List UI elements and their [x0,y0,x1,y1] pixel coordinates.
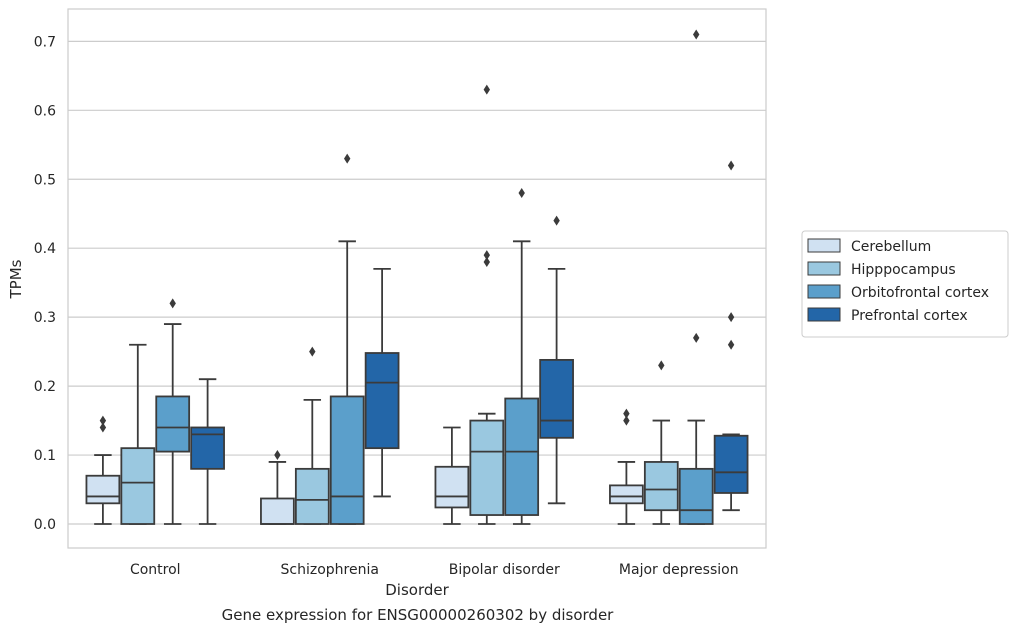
box-3-1 [643,360,679,525]
outlier-point [727,339,735,350]
gridlines [68,40,766,525]
legend-label: Hipppocampus [851,262,956,278]
legend-label: Orbitofrontal cortex [851,285,989,301]
y-tick-label: 0.4 [34,241,56,257]
box-body [643,461,679,512]
legend-swatch [807,238,841,253]
legend-swatch [807,284,841,299]
outlier-point [553,215,560,226]
box-0-0 [85,415,121,525]
box-body [434,465,470,509]
box-body [678,467,714,525]
x-tick-label: Bipolar disorder [449,562,560,578]
box-series [85,29,749,525]
box-0-2 [155,298,191,525]
outlier-point [727,160,735,171]
box-0-1 [120,343,156,525]
box-body [469,419,505,516]
box-body [155,395,191,453]
outlier-point [623,408,630,419]
box-body [85,474,121,505]
y-tick-label: 0.7 [34,34,56,50]
box-2-1 [469,84,505,525]
outlier-point [623,415,630,426]
y-tick-label: 0.1 [34,448,56,464]
box-body [294,467,330,525]
y-tick-label: 0.6 [34,103,56,119]
box-3-3 [713,160,749,512]
outlier-point [309,346,316,357]
outlier-point [169,298,176,309]
box-3-2 [678,29,714,525]
box-body [539,358,574,439]
outlier-point [727,312,735,323]
outlier-point [483,250,490,261]
box-1-3 [364,267,400,498]
y-axis-label: TPMs [7,259,25,299]
chart-caption: Gene expression for ENSG00000260302 by d… [221,606,614,624]
box-body [120,447,156,525]
plot-frame [67,8,767,549]
x-tick-label: Schizophrenia [281,562,379,578]
y-tick-label: 0.5 [34,172,56,188]
legend-swatch [807,261,841,276]
outlier-point [693,29,700,40]
x-tick-label: Major depression [619,562,739,578]
x-axis-ticks: Control Schizophrenia Bipolar disorder Majo… [130,562,739,578]
y-tick-label: 0.0 [34,517,56,533]
legend-label: Prefrontal cortex [851,308,968,324]
box-2-3 [539,215,574,505]
box-body [329,395,365,525]
box-body [609,484,644,505]
box-2-2 [504,188,540,525]
y-tick-label: 0.2 [34,379,56,395]
legend: Cerebellum Hipppocampus Orbitofrontal cort… [801,230,1009,338]
box-0-3 [190,378,225,525]
x-axis-label: Disorder [385,581,449,599]
outlier-point [344,153,351,164]
legend-swatch [807,307,841,322]
outlier-point [99,415,107,426]
outlier-point [658,360,665,371]
box-body [504,397,540,516]
box-1-0 [260,450,295,525]
box-3-0 [609,408,644,525]
legend-label: Cerebellum [851,239,931,255]
outlier-point [274,450,281,461]
box-body [260,497,295,525]
outlier-point [693,332,700,343]
box-2-0 [434,426,470,525]
outlier-point [483,256,490,267]
box-body [364,352,400,450]
legend-frame [801,230,1009,338]
y-tick-label: 0.3 [34,310,56,326]
y-axis-ticks: 0.0 0.1 0.2 0.3 0.4 0.5 0.6 0.7 [34,34,56,533]
x-tick-label: Control [130,562,181,578]
box-body [713,434,749,494]
box-1-2 [329,153,365,525]
box-1-1 [294,346,330,525]
outlier-point [483,84,490,95]
outlier-point [99,422,107,433]
outlier-point [518,188,525,199]
